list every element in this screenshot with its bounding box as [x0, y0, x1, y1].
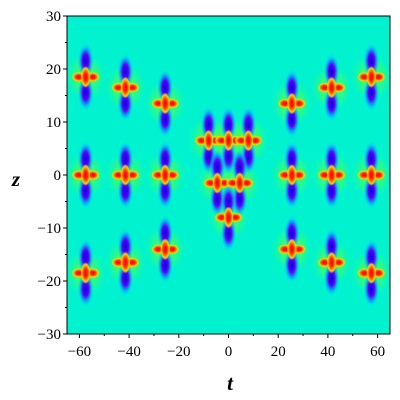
y-tick-label: −20	[38, 274, 61, 290]
trough-lower	[157, 247, 174, 284]
trough-lower	[157, 101, 174, 138]
trough-upper	[323, 228, 340, 265]
trough-upper	[231, 148, 248, 185]
trough-upper	[283, 215, 300, 252]
trough-lower	[77, 74, 94, 111]
peak-core	[366, 164, 377, 186]
trough-upper	[240, 106, 257, 143]
y-axis-label: z	[11, 167, 21, 191]
y-tick-label: 30	[46, 9, 61, 25]
peak-core	[243, 129, 254, 152]
peak-core	[286, 238, 297, 261]
peak-core	[234, 171, 245, 194]
y-tick-label: −30	[38, 327, 61, 343]
trough-lower	[363, 173, 380, 209]
peak-core	[223, 129, 234, 152]
trough-upper	[117, 141, 134, 177]
trough-upper	[220, 106, 237, 143]
x-tick-label: 60	[370, 344, 385, 360]
peak-layer	[71, 65, 386, 285]
peak-core	[80, 65, 91, 88]
y-tick-label: 10	[46, 115, 61, 131]
trough-lower	[323, 85, 340, 122]
trough-lower	[323, 173, 340, 209]
x-tick-label: −60	[68, 344, 91, 360]
y-tick-label: 20	[46, 62, 61, 78]
peak-core	[120, 76, 131, 99]
trough-lower	[363, 74, 380, 111]
peak-core	[80, 164, 91, 186]
x-tick-label: 0	[225, 344, 233, 360]
trough-lower	[77, 271, 94, 308]
plot-area	[67, 16, 390, 334]
trough-lower	[117, 260, 134, 297]
peak-core	[203, 129, 214, 152]
peak-core	[80, 262, 91, 285]
peak-core	[120, 164, 131, 186]
trough-upper	[220, 183, 237, 220]
trough-lower	[157, 173, 174, 209]
y-axis: −30 −20 −10 0 10 20 30	[38, 9, 67, 343]
trough-upper	[283, 141, 300, 177]
peak-core	[326, 251, 337, 274]
trough-lower	[220, 215, 237, 252]
trough-upper	[363, 141, 380, 177]
peak-core	[286, 164, 297, 186]
y-tick-label: 0	[54, 168, 62, 184]
peak-core	[326, 164, 337, 186]
peak-core	[160, 164, 171, 186]
x-tick-label: −40	[117, 344, 140, 360]
x-tick-label: 40	[320, 344, 335, 360]
peak-core	[326, 76, 337, 99]
peak-core	[160, 92, 171, 115]
y-tick-label: −10	[38, 221, 61, 237]
trough-upper	[363, 239, 380, 276]
dip-layer	[77, 42, 380, 308]
trough-upper	[77, 141, 94, 177]
trough-upper	[117, 53, 134, 90]
trough-upper	[323, 53, 340, 90]
trough-upper	[157, 141, 174, 177]
trough-lower	[117, 173, 134, 209]
x-axis-label: t	[227, 371, 234, 395]
peak-core	[120, 251, 131, 274]
trough-upper	[323, 141, 340, 177]
trough-upper	[200, 106, 217, 143]
trough-lower	[363, 271, 380, 308]
trough-upper	[209, 148, 226, 185]
trough-lower	[117, 85, 134, 122]
trough-upper	[363, 42, 380, 79]
trough-lower	[77, 173, 94, 209]
trough-lower	[283, 247, 300, 284]
x-axis: −60 −40 −20 0 20 40 60	[68, 334, 385, 360]
trough-lower	[283, 173, 300, 209]
trough-lower	[323, 260, 340, 297]
trough-upper	[157, 215, 174, 252]
trough-lower	[283, 101, 300, 138]
peak-core	[223, 206, 234, 229]
x-tick-label: −20	[167, 344, 190, 360]
trough-upper	[117, 228, 134, 265]
trough-upper	[77, 42, 94, 79]
trough-upper	[157, 69, 174, 106]
x-tick-label: 20	[271, 344, 286, 360]
peak-core	[286, 92, 297, 115]
peak-core	[366, 65, 377, 88]
trough-upper	[283, 69, 300, 106]
peak-core	[366, 262, 377, 285]
trough-upper	[77, 239, 94, 276]
peak-core	[160, 238, 171, 261]
peak-core	[212, 171, 223, 194]
